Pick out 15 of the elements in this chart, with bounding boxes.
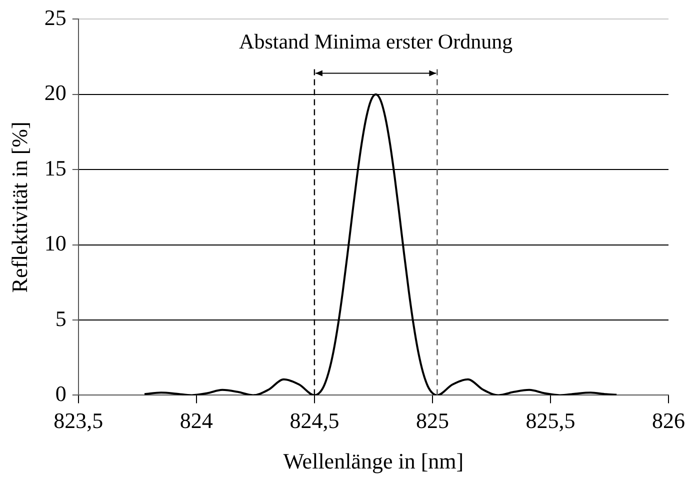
x-tick-label: 825 xyxy=(416,408,449,434)
y-tick-label: 5 xyxy=(55,306,66,331)
x-axis-title: Wellenlänge in [nm] xyxy=(283,448,464,474)
y-axis-title: Reflektivität in [%] xyxy=(6,122,32,293)
x-tick-label: 823,5 xyxy=(54,408,104,434)
y-tick-label: 20 xyxy=(44,80,66,106)
y-tick-label: 10 xyxy=(44,230,66,256)
x-tick-label: 824,5 xyxy=(290,408,340,434)
x-tick-label: 824 xyxy=(180,408,213,434)
y-tick-label: 15 xyxy=(44,155,66,180)
y-tick-label: 25 xyxy=(44,4,66,30)
y-tick-label: 0 xyxy=(55,380,66,406)
x-tick-label: 825,5 xyxy=(526,408,576,434)
x-tick-label: 826 xyxy=(652,408,685,434)
annotation: Abstand Minima erster Ordnung xyxy=(239,30,514,54)
